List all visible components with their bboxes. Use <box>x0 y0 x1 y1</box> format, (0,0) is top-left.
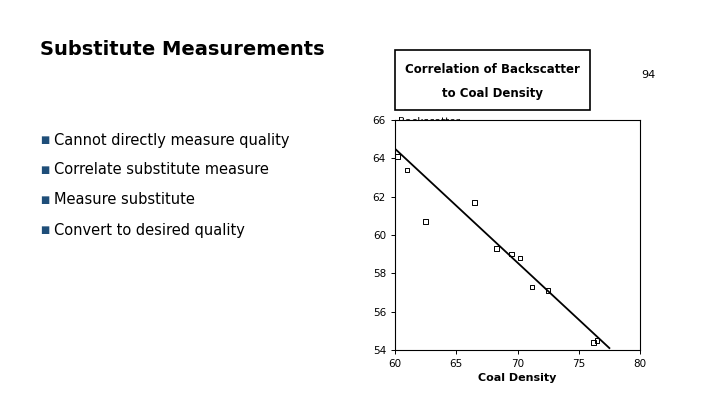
Text: Correlation of Backscatter: Correlation of Backscatter <box>405 63 580 76</box>
Text: ■: ■ <box>40 195 49 205</box>
Point <box>420 218 431 225</box>
Text: Convert to desired quality: Convert to desired quality <box>54 222 245 237</box>
Text: Cannot directly measure quality: Cannot directly measure quality <box>54 132 289 147</box>
Text: 94: 94 <box>641 70 655 80</box>
Text: Backscatter: Backscatter <box>398 117 460 127</box>
Point <box>591 337 603 344</box>
Text: ■: ■ <box>40 225 49 235</box>
Point <box>542 287 554 294</box>
Point <box>505 251 517 258</box>
Point <box>491 245 503 252</box>
Text: ■: ■ <box>40 135 49 145</box>
Text: Measure substitute: Measure substitute <box>54 192 195 207</box>
Point <box>514 255 526 261</box>
Text: Substitute Measurements: Substitute Measurements <box>40 40 325 59</box>
Text: ■: ■ <box>40 165 49 175</box>
Point <box>402 166 413 173</box>
X-axis label: Coal Density: Coal Density <box>478 373 557 383</box>
Point <box>588 339 599 345</box>
Text: Correlate substitute measure: Correlate substitute measure <box>54 162 269 177</box>
Point <box>392 153 403 160</box>
Text: to Coal Density: to Coal Density <box>442 87 543 100</box>
FancyBboxPatch shape <box>395 50 590 110</box>
Point <box>526 284 538 290</box>
Point <box>469 199 480 206</box>
